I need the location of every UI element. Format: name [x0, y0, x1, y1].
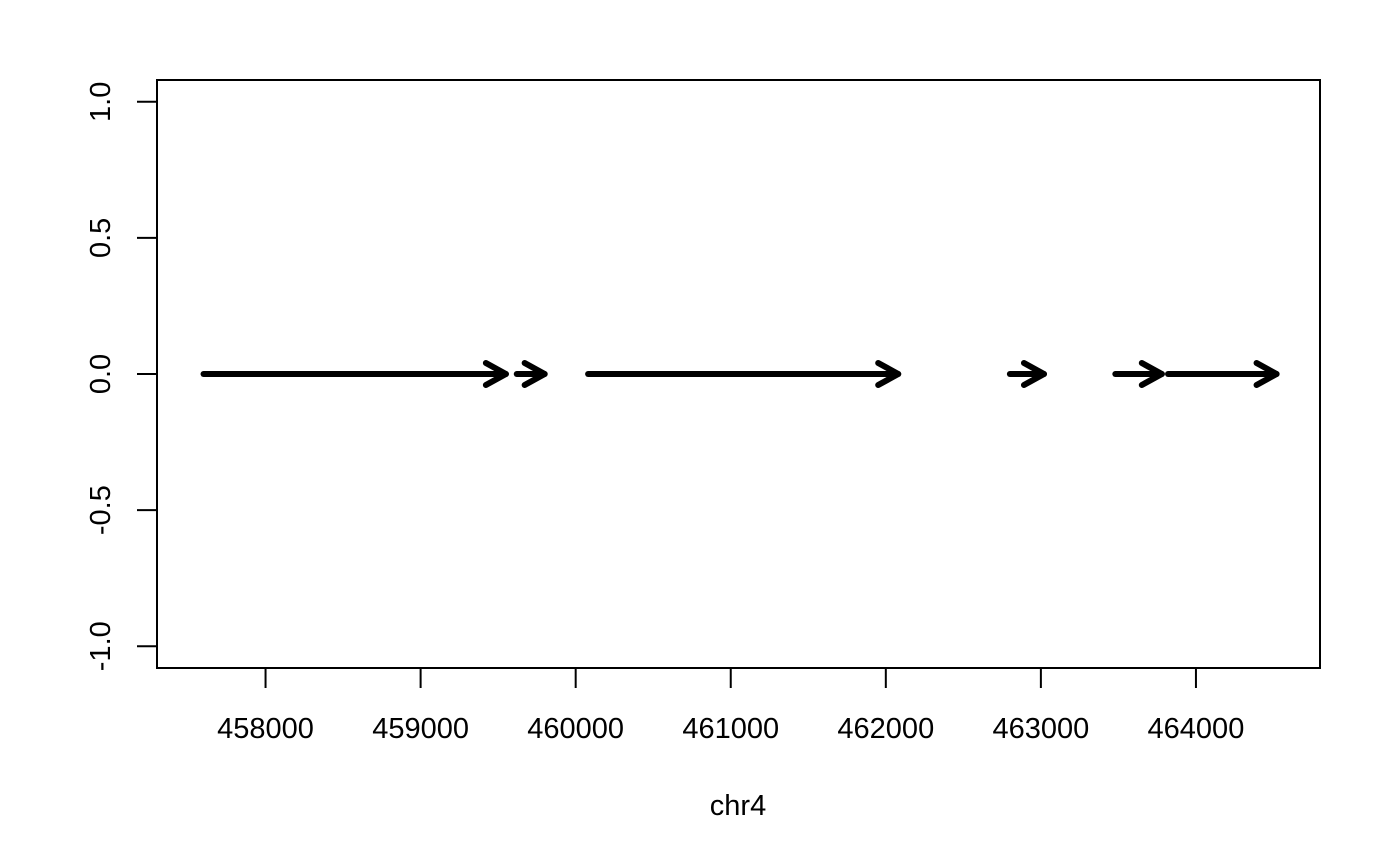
arrow-segment — [513, 360, 548, 388]
x-tick-label: 462000 — [837, 713, 934, 745]
y-tick-label: -0.5 — [85, 485, 117, 535]
x-tick-label: 460000 — [527, 713, 624, 745]
x-tick-label: 463000 — [992, 713, 1089, 745]
arrow-head — [521, 360, 548, 388]
arrow-segment — [1006, 360, 1047, 388]
arrow-segment — [1165, 360, 1280, 388]
x-axis: 458000 459000 460000 461000 462000 463000 4640… — [217, 667, 1245, 745]
x-tick-label: 464000 — [1148, 713, 1245, 745]
x-axis-label: chr4 — [710, 790, 766, 822]
arrow-head — [875, 360, 902, 388]
x-tick-label: 459000 — [372, 713, 469, 745]
y-tick-label: 0.5 — [85, 218, 117, 258]
x-tick-label: 458000 — [217, 713, 314, 745]
arrow-head — [1020, 360, 1047, 388]
x-tick-label: 461000 — [682, 713, 779, 745]
arrow-head — [482, 360, 509, 388]
y-tick-label: 0.0 — [85, 354, 117, 394]
arrow-segment — [585, 360, 902, 388]
y-axis: -1.0 -0.5 0.0 0.5 1.0 — [85, 82, 158, 671]
arrow-segment — [1112, 360, 1165, 388]
arrow-head — [1253, 360, 1280, 388]
y-tick-label: 1.0 — [85, 82, 117, 122]
arrow-series — [200, 360, 1280, 388]
y-tick-label: -1.0 — [85, 621, 117, 671]
arrow-head — [1138, 360, 1165, 388]
arrow-segment — [200, 360, 509, 388]
